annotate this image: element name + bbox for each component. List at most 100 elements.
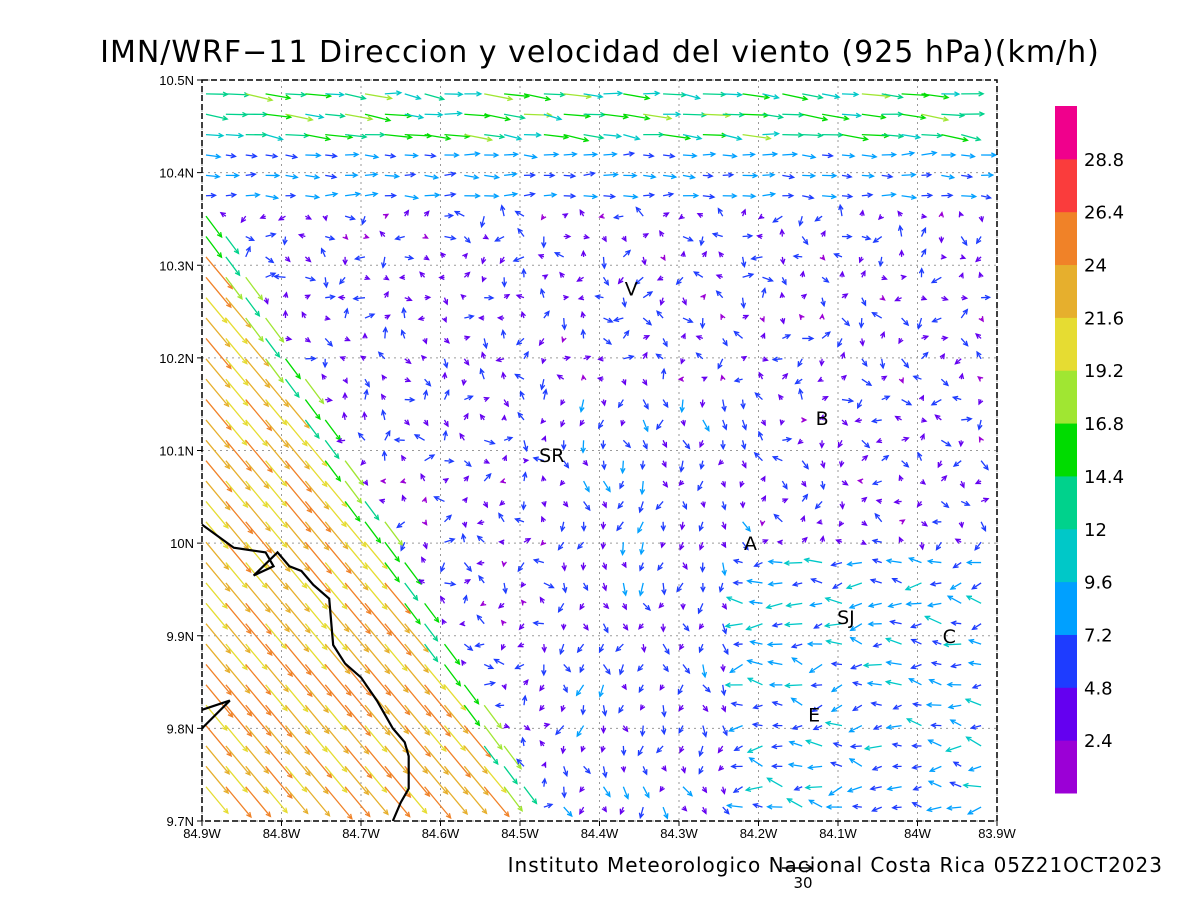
wind-vector <box>949 781 962 788</box>
wind-vector <box>245 192 261 198</box>
wind-vector <box>637 745 644 757</box>
wind-vector <box>663 92 688 98</box>
wind-vector <box>829 761 843 767</box>
wind-vector <box>343 307 349 319</box>
wind-vector <box>577 295 585 301</box>
wind-vector <box>581 521 587 532</box>
wind-vector <box>482 338 489 350</box>
wind-vector <box>958 372 965 380</box>
wind-vector <box>324 745 348 773</box>
wind-vector <box>662 212 670 218</box>
wind-vector <box>602 480 611 493</box>
wind-vector <box>205 91 229 97</box>
wind-vector <box>284 256 291 263</box>
wind-vector <box>284 582 310 613</box>
wind-vector <box>797 438 804 445</box>
colorbar-label: 16.8 <box>1084 414 1124 435</box>
wind-vector <box>443 389 450 400</box>
wind-vector <box>225 256 241 277</box>
wind-vector <box>642 399 649 410</box>
place-label: E <box>808 704 820 726</box>
wind-vector <box>520 501 527 511</box>
wind-vector <box>901 172 917 178</box>
wind-vector <box>477 315 485 321</box>
wind-vector <box>881 173 894 179</box>
wind-vector <box>583 765 591 775</box>
wind-vector <box>820 480 826 491</box>
wind-vector <box>284 704 311 736</box>
wind-vector <box>980 194 993 200</box>
wind-vector <box>265 725 291 756</box>
wind-vector <box>265 256 275 264</box>
wind-vector <box>424 602 440 624</box>
wind-vector <box>699 318 706 330</box>
wind-vector <box>494 235 505 242</box>
wind-vector <box>205 419 230 449</box>
wind-vector <box>771 622 783 628</box>
wind-vector <box>839 270 845 278</box>
wind-vector <box>911 764 922 770</box>
wind-vector <box>937 460 943 469</box>
wind-vector <box>345 172 359 179</box>
wind-vector <box>464 579 472 585</box>
wind-vector <box>905 601 922 607</box>
wind-vector <box>720 374 726 381</box>
wind-vector <box>304 704 330 735</box>
wind-vector <box>824 720 843 727</box>
wind-vector <box>861 439 871 449</box>
wind-vector <box>561 336 567 343</box>
colorbar-segment <box>1055 740 1077 794</box>
wind-vector <box>344 745 373 779</box>
wind-vector <box>459 432 465 441</box>
wind-vector <box>835 539 843 545</box>
wind-vector <box>285 335 293 342</box>
wind-vector <box>655 353 664 360</box>
wind-vector <box>265 480 288 507</box>
wind-vector <box>742 541 749 551</box>
wind-vector <box>849 636 863 645</box>
wind-vector <box>520 310 526 319</box>
wind-vector <box>931 519 942 525</box>
wind-vector <box>576 725 585 738</box>
wind-vector <box>618 664 625 676</box>
wind-vector <box>345 133 368 140</box>
wind-vector <box>779 291 786 299</box>
wind-vector <box>364 623 390 654</box>
wind-vector <box>783 560 803 566</box>
wind-vector <box>404 194 420 201</box>
wind-vector <box>772 215 783 223</box>
wind-vector <box>205 276 232 309</box>
wind-vector <box>638 806 645 820</box>
wind-vector <box>617 501 624 510</box>
wind-vector <box>921 351 929 360</box>
wind-vector <box>516 758 525 767</box>
wind-vector <box>759 520 766 527</box>
wind-vector <box>659 786 665 793</box>
wind-vector <box>695 335 704 341</box>
wind-vector <box>603 171 619 178</box>
wind-vector <box>523 725 531 731</box>
wind-vector <box>782 151 799 158</box>
wind-vector <box>523 172 537 178</box>
wind-vector <box>225 172 241 179</box>
wind-vector <box>682 112 708 118</box>
wind-vector <box>898 249 905 257</box>
wind-vector <box>404 172 417 178</box>
wind-vector <box>384 541 401 563</box>
wind-vector <box>770 763 783 770</box>
wind-vector <box>580 745 586 753</box>
wind-vector <box>563 173 577 179</box>
wind-vector <box>804 784 823 791</box>
wind-vector <box>971 623 982 631</box>
wind-vector <box>697 603 704 615</box>
colorbar-label: 19.2 <box>1084 361 1124 382</box>
wind-vector <box>642 786 650 799</box>
wind-vector <box>442 297 449 306</box>
wind-vector <box>404 419 410 426</box>
wind-vector <box>325 235 336 241</box>
wind-vector <box>305 276 317 282</box>
wind-vector <box>225 378 249 407</box>
wind-vector <box>783 621 803 628</box>
wind-vector <box>621 561 627 569</box>
wind-vector <box>810 682 823 688</box>
